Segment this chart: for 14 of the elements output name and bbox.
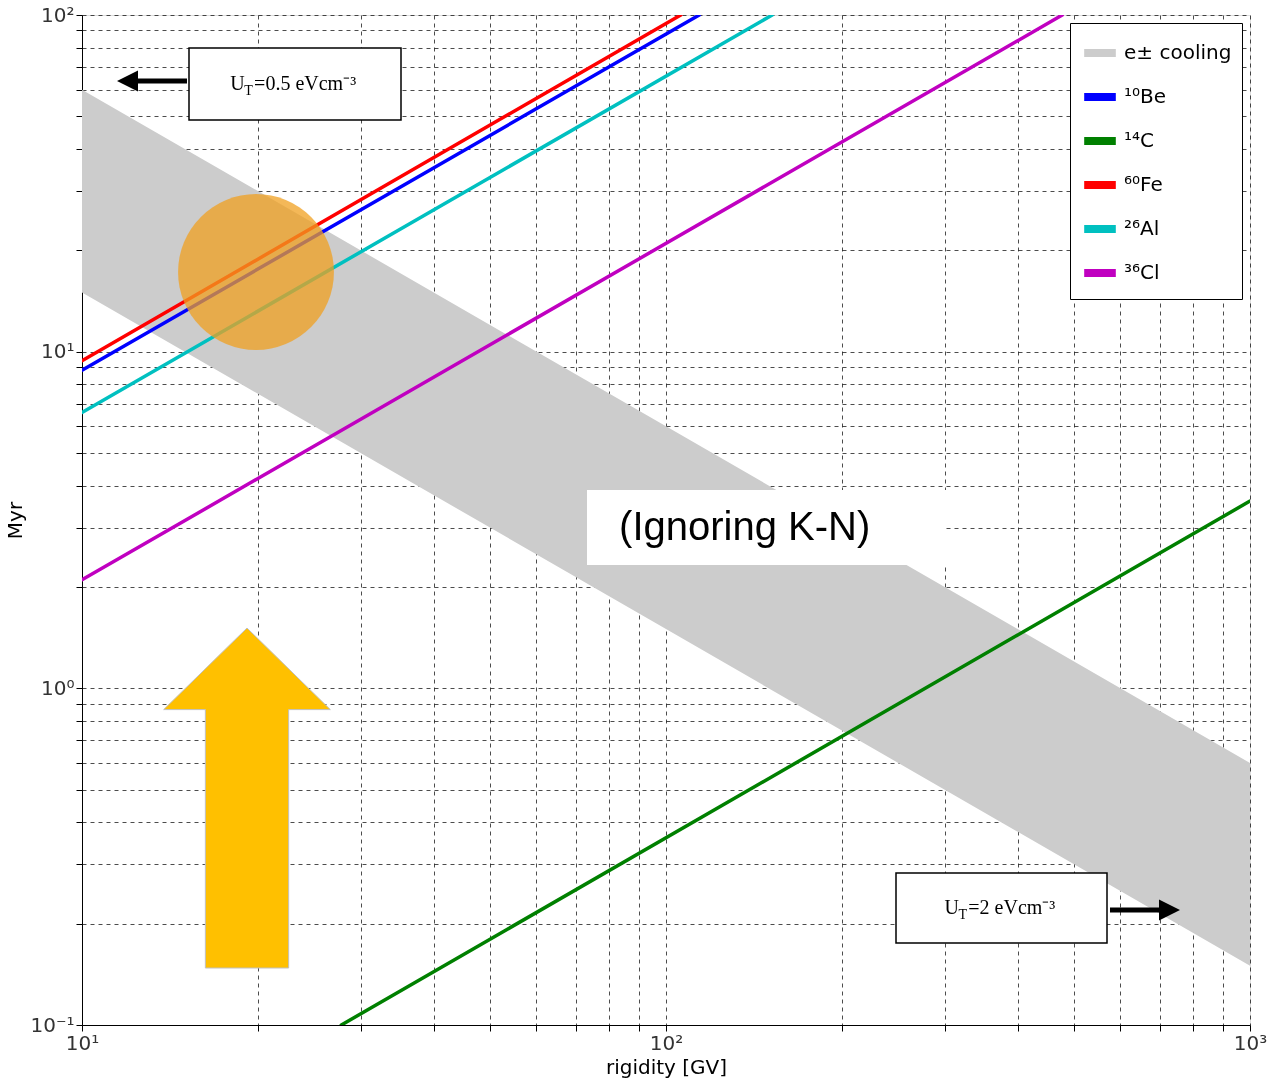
legend-label: ³⁶Cl: [1124, 260, 1160, 284]
y-tick-label: 10¹: [41, 339, 75, 364]
y-tick-label: 10⁰: [41, 675, 75, 700]
legend-label: ¹⁴C: [1124, 128, 1154, 152]
annotation: (Ignoring K-N): [619, 503, 871, 548]
x-tick-label: 10³: [1233, 1030, 1268, 1055]
x-axis-title: rigidity [GV]: [605, 1054, 728, 1079]
legend-label: ⁶⁰Fe: [1124, 172, 1163, 196]
legend-label: ¹⁰Be: [1124, 84, 1167, 108]
legend-label: e± cooling: [1124, 40, 1232, 64]
y-axis-title: Myr: [3, 501, 28, 540]
y-tick-label: 10²: [41, 2, 75, 27]
x-tick-label: 10²: [649, 1030, 684, 1055]
legend-label: ²⁶Al: [1124, 216, 1160, 240]
